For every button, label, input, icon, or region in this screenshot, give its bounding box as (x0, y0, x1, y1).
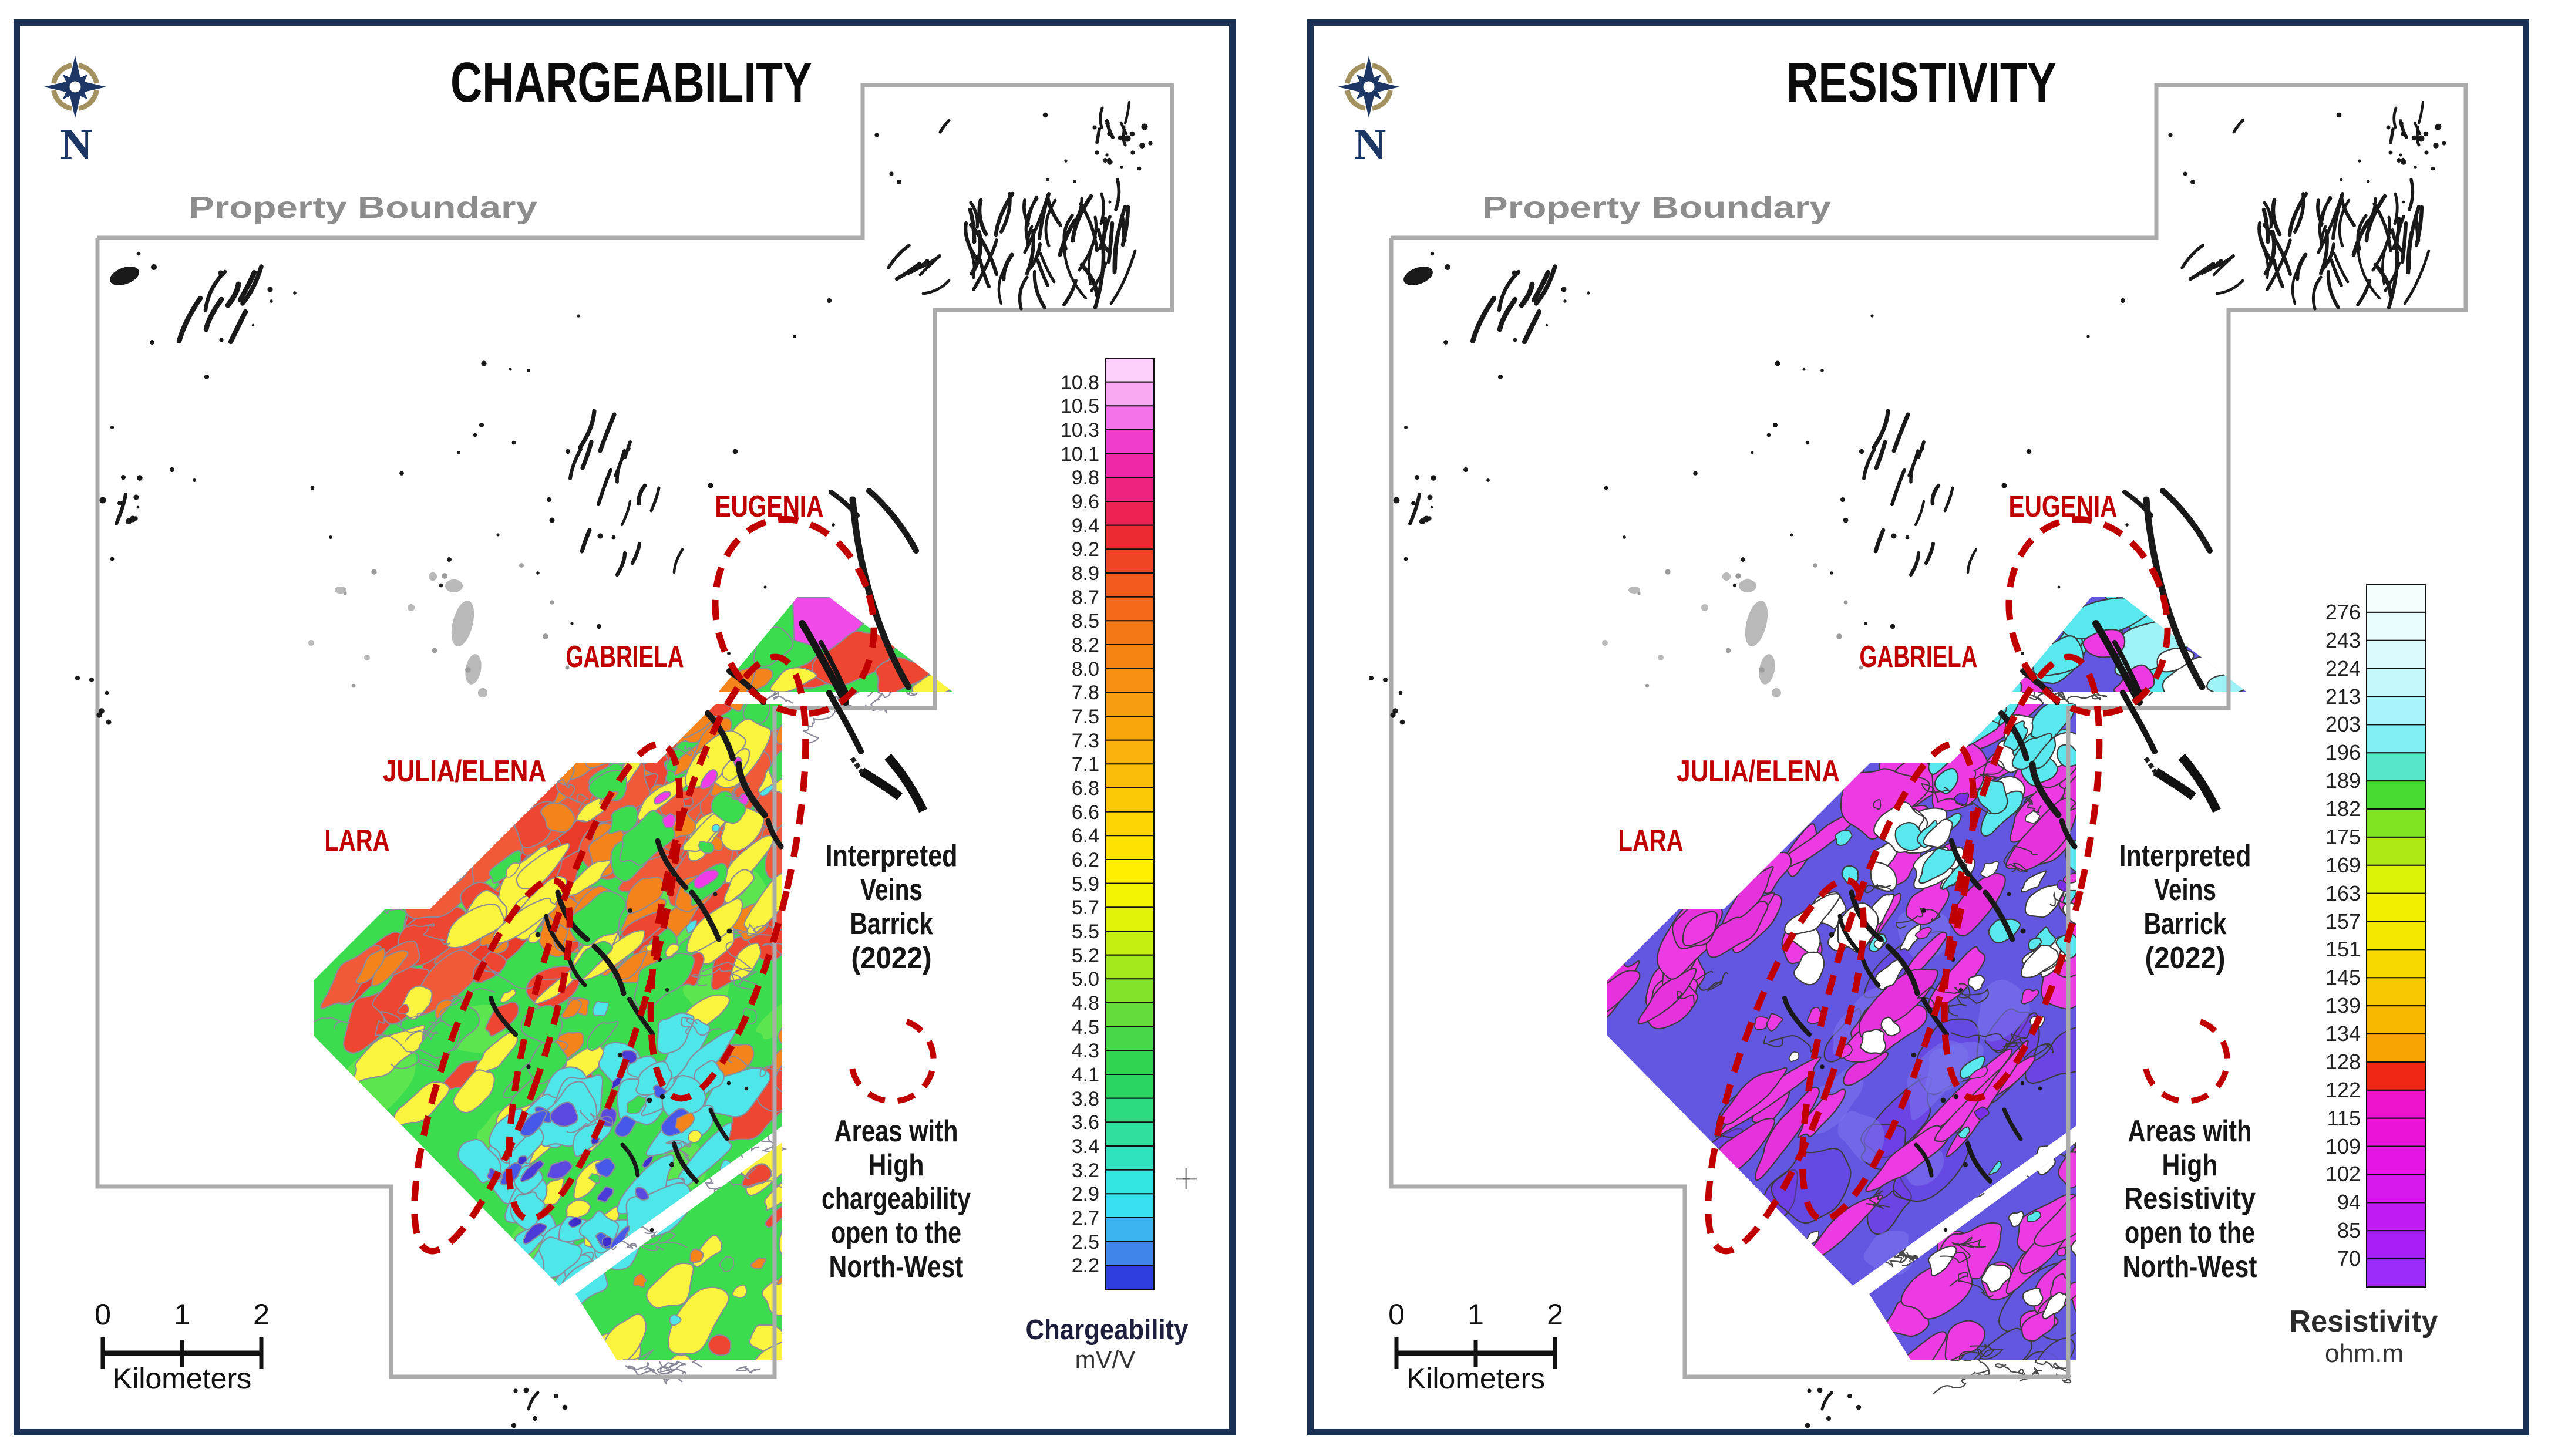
svg-text:196: 196 (2325, 740, 2361, 764)
svg-text:8.7: 8.7 (1072, 587, 1099, 609)
svg-text:8.0: 8.0 (1072, 658, 1099, 680)
svg-text:169: 169 (2325, 853, 2361, 877)
svg-text:163: 163 (2325, 881, 2361, 905)
svg-text:2.9: 2.9 (1072, 1183, 1099, 1205)
svg-text:94: 94 (2337, 1190, 2361, 1214)
svg-text:128: 128 (2325, 1050, 2361, 1074)
svg-text:7.8: 7.8 (1072, 682, 1099, 704)
svg-text:High: High (869, 1148, 924, 1182)
svg-text:203: 203 (2325, 712, 2361, 736)
svg-text:5.0: 5.0 (1072, 968, 1099, 990)
svg-text:open to the: open to the (831, 1216, 961, 1250)
svg-text:Property Boundary: Property Boundary (1482, 191, 1831, 225)
svg-text:3.6: 3.6 (1072, 1111, 1099, 1134)
svg-text:8.9: 8.9 (1072, 562, 1099, 585)
svg-text:10.1: 10.1 (1061, 443, 1099, 466)
svg-text:5.7: 5.7 (1072, 896, 1099, 919)
svg-text:Chargeability: Chargeability (1026, 1315, 1189, 1346)
svg-text:chargeability: chargeability (822, 1182, 971, 1216)
svg-text:10.3: 10.3 (1061, 419, 1099, 441)
svg-text:6.2: 6.2 (1072, 849, 1099, 871)
svg-text:4.5: 4.5 (1072, 1016, 1099, 1039)
svg-text:5.9: 5.9 (1072, 873, 1099, 895)
svg-text:2.5: 2.5 (1072, 1231, 1099, 1253)
svg-text:115: 115 (2327, 1106, 2361, 1130)
svg-text:189: 189 (2325, 769, 2361, 793)
svg-text:4.3: 4.3 (1072, 1040, 1099, 1062)
svg-text:North-West: North-West (2123, 1250, 2257, 1284)
svg-text:Areas with: Areas with (2128, 1114, 2252, 1148)
svg-text:6.8: 6.8 (1072, 777, 1099, 800)
svg-text:224: 224 (2325, 656, 2361, 680)
svg-text:85: 85 (2337, 1218, 2361, 1242)
svg-text:122: 122 (2325, 1078, 2361, 1102)
svg-text:4.1: 4.1 (1072, 1064, 1099, 1086)
svg-text:9.8: 9.8 (1072, 467, 1099, 489)
svg-text:175: 175 (2325, 825, 2361, 849)
svg-text:7.1: 7.1 (1072, 753, 1099, 776)
svg-text:134: 134 (2325, 1022, 2361, 1046)
svg-text:open to the: open to the (2125, 1216, 2255, 1250)
svg-text:mV/V: mV/V (1075, 1346, 1136, 1373)
svg-text:10.5: 10.5 (1061, 395, 1099, 417)
svg-text:9.4: 9.4 (1072, 515, 1099, 537)
svg-text:145: 145 (2325, 965, 2361, 989)
svg-text:5.5: 5.5 (1072, 921, 1099, 943)
svg-text:109: 109 (2325, 1134, 2361, 1158)
svg-text:3.8: 3.8 (1072, 1088, 1099, 1110)
svg-text:8.5: 8.5 (1072, 610, 1099, 632)
svg-text:3.4: 3.4 (1072, 1135, 1099, 1158)
svg-text:CHARGEABILITY: CHARGEABILITY (450, 51, 812, 114)
svg-text:ohm.m: ohm.m (2325, 1339, 2404, 1368)
svg-text:9.2: 9.2 (1072, 538, 1099, 561)
svg-text:3.2: 3.2 (1072, 1160, 1099, 1182)
svg-text:7.5: 7.5 (1072, 706, 1099, 728)
svg-text:7.3: 7.3 (1072, 730, 1099, 752)
svg-text:6.6: 6.6 (1072, 801, 1099, 824)
svg-text:Resistivity: Resistivity (2290, 1305, 2438, 1339)
svg-text:9.6: 9.6 (1072, 491, 1099, 513)
svg-text:6.4: 6.4 (1072, 825, 1099, 847)
svg-text:5.2: 5.2 (1072, 945, 1099, 967)
svg-text:151: 151 (2325, 937, 2361, 961)
svg-text:High: High (2162, 1148, 2218, 1182)
svg-text:2.7: 2.7 (1072, 1207, 1099, 1229)
svg-text:70: 70 (2337, 1246, 2361, 1270)
svg-text:213: 213 (2325, 685, 2361, 709)
svg-text:102: 102 (2325, 1162, 2361, 1186)
svg-text:139: 139 (2325, 993, 2361, 1017)
svg-text:2.2: 2.2 (1072, 1255, 1099, 1277)
svg-text:Property Boundary: Property Boundary (189, 191, 537, 225)
svg-text:182: 182 (2325, 797, 2361, 821)
svg-text:4.8: 4.8 (1072, 992, 1099, 1015)
svg-text:157: 157 (2325, 909, 2361, 933)
svg-text:Areas with: Areas with (834, 1114, 958, 1148)
svg-text:243: 243 (2325, 628, 2361, 652)
svg-text:8.2: 8.2 (1072, 634, 1099, 656)
svg-text:10.8: 10.8 (1061, 372, 1099, 394)
svg-text:276: 276 (2325, 600, 2361, 624)
svg-text:North-West: North-West (829, 1250, 964, 1284)
svg-text:RESISTIVITY: RESISTIVITY (1786, 51, 2057, 114)
svg-text:Resistivity: Resistivity (2124, 1182, 2256, 1216)
